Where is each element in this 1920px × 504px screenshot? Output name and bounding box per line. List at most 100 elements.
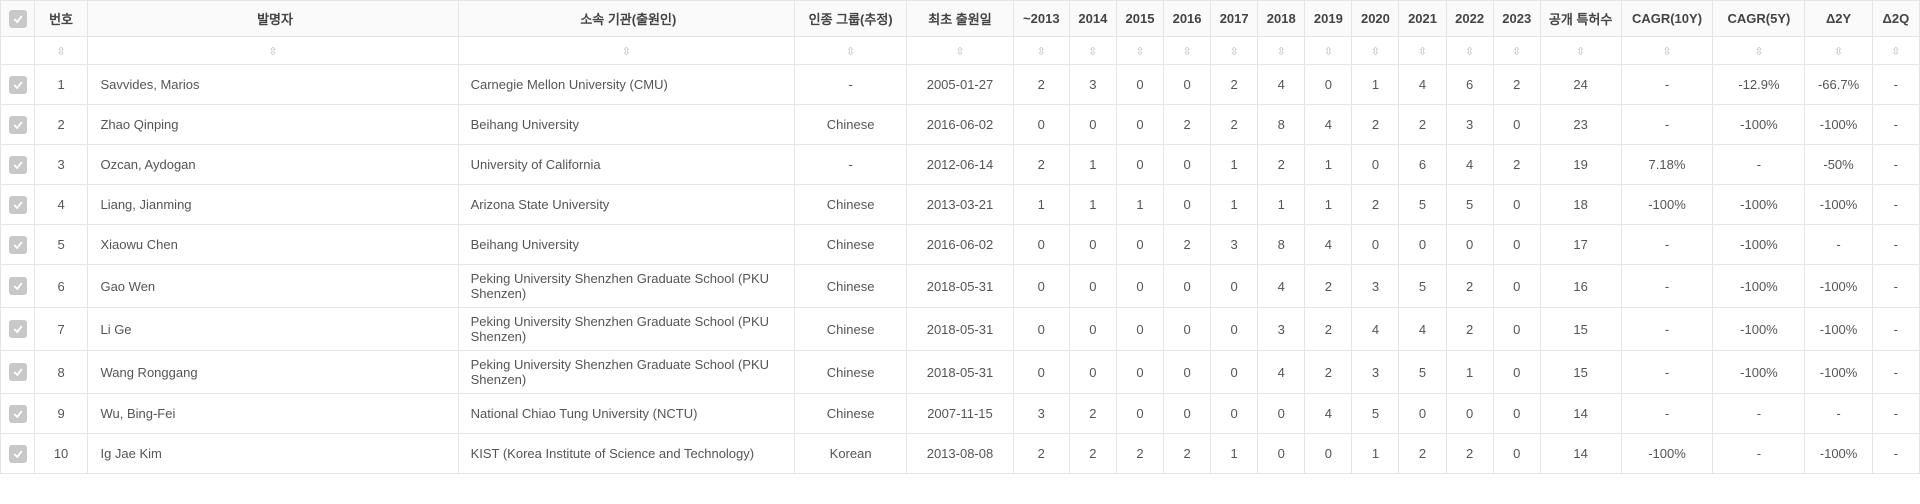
cell-num: 4 <box>34 185 88 225</box>
cell-year-4: 3 <box>1211 225 1258 265</box>
cell-year-3: 0 <box>1164 145 1211 185</box>
cell-inventor: Savvides, Marios <box>88 65 458 105</box>
cell-d2y: -100% <box>1805 434 1872 474</box>
cell-patent-cnt: 14 <box>1540 434 1621 474</box>
cell-year-0: 0 <box>1013 265 1069 308</box>
cell-year-2: 0 <box>1116 105 1163 145</box>
table-row[interactable]: 3Ozcan, AydoganUniversity of California-… <box>1 145 1920 185</box>
sort-icon[interactable]: ⇳ <box>268 47 277 58</box>
sort-icon[interactable]: ⇳ <box>1088 47 1097 58</box>
cell-date: 2005-01-27 <box>907 65 1014 105</box>
row-checkbox[interactable] <box>9 156 27 174</box>
sort-icon[interactable]: ⇳ <box>1324 47 1333 58</box>
sort-icon[interactable]: ⇳ <box>1662 47 1671 58</box>
cell-year-5: 1 <box>1258 185 1305 225</box>
header-d2q[interactable]: Δ2Q <box>1872 1 1919 37</box>
sort-icon[interactable]: ⇳ <box>1465 47 1474 58</box>
header-2014[interactable]: 2014 <box>1069 1 1116 37</box>
sort-icon[interactable]: ⇳ <box>1512 47 1521 58</box>
cell-date: 2018-05-31 <box>907 308 1014 351</box>
header-cagr5[interactable]: CAGR(5Y) <box>1713 1 1805 37</box>
header-2020[interactable]: 2020 <box>1352 1 1399 37</box>
header-org[interactable]: 소속 기관(출원인) <box>458 1 794 37</box>
cell-group: Chinese <box>795 351 907 394</box>
cell-year-4: 0 <box>1211 394 1258 434</box>
cell-d2y: - <box>1805 394 1872 434</box>
row-checkbox[interactable] <box>9 445 27 463</box>
cell-num: 9 <box>34 394 88 434</box>
sort-icon[interactable]: ⇳ <box>1135 47 1144 58</box>
sort-icon[interactable]: ⇳ <box>1037 47 1046 58</box>
header-inventor[interactable]: 발명자 <box>88 1 458 37</box>
cell-year-9: 2 <box>1446 265 1493 308</box>
header-2017[interactable]: 2017 <box>1211 1 1258 37</box>
header-num[interactable]: 번호 <box>34 1 88 37</box>
sort-icon[interactable]: ⇳ <box>56 47 65 58</box>
cell-org: Peking University Shenzhen Graduate Scho… <box>458 308 794 351</box>
sort-icon[interactable]: ⇳ <box>1891 47 1900 58</box>
table-row[interactable]: 5Xiaowu ChenBeihang UniversityChinese201… <box>1 225 1920 265</box>
header-2016[interactable]: 2016 <box>1164 1 1211 37</box>
cell-d2q: - <box>1872 105 1919 145</box>
row-checkbox[interactable] <box>9 116 27 134</box>
header-first-date[interactable]: 최초 출원일 <box>907 1 1014 37</box>
sort-icon[interactable]: ⇳ <box>1371 47 1380 58</box>
sort-icon[interactable]: ⇳ <box>622 47 631 58</box>
cell-d2y: - <box>1805 225 1872 265</box>
table-row[interactable]: 1Savvides, MariosCarnegie Mellon Univers… <box>1 65 1920 105</box>
header-patent-cnt[interactable]: 공개 특허수 <box>1540 1 1621 37</box>
header-2023[interactable]: 2023 <box>1493 1 1540 37</box>
cell-num: 3 <box>34 145 88 185</box>
table-row[interactable]: 4Liang, JianmingArizona State University… <box>1 185 1920 225</box>
row-checkbox[interactable] <box>9 76 27 94</box>
header-2019[interactable]: 2019 <box>1305 1 1352 37</box>
row-checkbox[interactable] <box>9 405 27 423</box>
row-checkbox[interactable] <box>9 236 27 254</box>
cell-year-6: 4 <box>1305 394 1352 434</box>
cell-year-10: 0 <box>1493 185 1540 225</box>
table-row[interactable]: 6Gao WenPeking University Shenzhen Gradu… <box>1 265 1920 308</box>
header-2021[interactable]: 2021 <box>1399 1 1446 37</box>
cell-year-4: 0 <box>1211 351 1258 394</box>
sort-icon[interactable]: ⇳ <box>955 47 964 58</box>
row-checkbox[interactable] <box>9 196 27 214</box>
table-row[interactable]: 8Wang RonggangPeking University Shenzhen… <box>1 351 1920 394</box>
row-checkbox[interactable] <box>9 320 27 338</box>
header-cagr10[interactable]: CAGR(10Y) <box>1621 1 1713 37</box>
select-all-checkbox[interactable] <box>9 10 27 28</box>
table-row[interactable]: 9Wu, Bing-FeiNational Chiao Tung Univers… <box>1 394 1920 434</box>
header-2022[interactable]: 2022 <box>1446 1 1493 37</box>
cell-inventor: Wang Ronggang <box>88 351 458 394</box>
cell-num: 2 <box>34 105 88 145</box>
sort-icon[interactable]: ⇳ <box>846 47 855 58</box>
table-row[interactable]: 10Ig Jae KimKIST (Korea Institute of Sci… <box>1 434 1920 474</box>
row-checkbox[interactable] <box>9 363 27 381</box>
sort-icon[interactable]: ⇳ <box>1754 47 1763 58</box>
sort-icon[interactable]: ⇳ <box>1834 47 1843 58</box>
cell-year-9: 4 <box>1446 145 1493 185</box>
sort-icon[interactable]: ⇳ <box>1277 47 1286 58</box>
sort-icon[interactable]: ⇳ <box>1230 47 1239 58</box>
table-row[interactable]: 2Zhao QinpingBeihang UniversityChinese20… <box>1 105 1920 145</box>
inventor-table: 번호 발명자 소속 기관(출원인) 인종 그룹(추정) 최초 출원일 ~2013… <box>0 0 1920 474</box>
header-2015[interactable]: 2015 <box>1116 1 1163 37</box>
cell-group: Chinese <box>795 185 907 225</box>
table-row[interactable]: 7Li GePeking University Shenzhen Graduat… <box>1 308 1920 351</box>
cell-year-1: 0 <box>1069 265 1116 308</box>
cell-year-0: 3 <box>1013 394 1069 434</box>
cell-patent-cnt: 15 <box>1540 308 1621 351</box>
sort-icon[interactable]: ⇳ <box>1418 47 1427 58</box>
row-checkbox[interactable] <box>9 277 27 295</box>
header-2018[interactable]: 2018 <box>1258 1 1305 37</box>
cell-num: 10 <box>34 434 88 474</box>
sort-icon[interactable]: ⇳ <box>1576 47 1585 58</box>
header-checkbox-cell[interactable] <box>1 1 35 37</box>
cell-year-0: 1 <box>1013 185 1069 225</box>
cell-year-4: 1 <box>1211 434 1258 474</box>
cell-num: 7 <box>34 308 88 351</box>
cell-year-3: 0 <box>1164 65 1211 105</box>
header-d2y[interactable]: Δ2Y <box>1805 1 1872 37</box>
header-pre2013[interactable]: ~2013 <box>1013 1 1069 37</box>
header-group[interactable]: 인종 그룹(추정) <box>795 1 907 37</box>
sort-icon[interactable]: ⇳ <box>1182 47 1191 58</box>
